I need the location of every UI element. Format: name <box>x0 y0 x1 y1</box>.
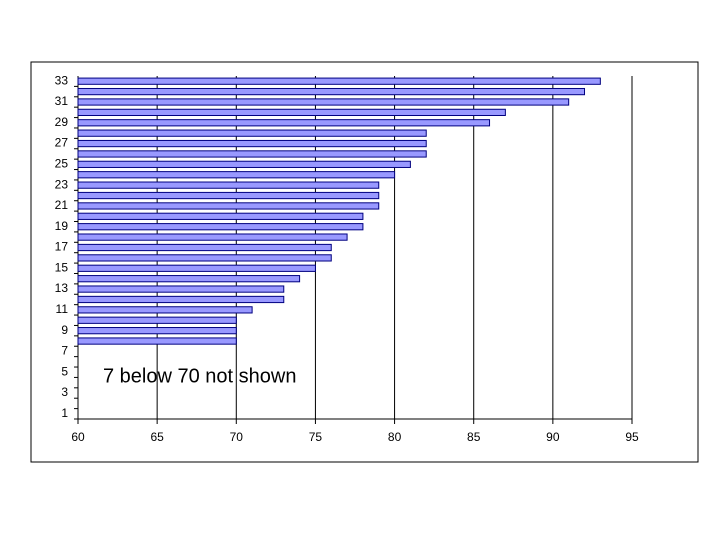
bar <box>77 119 491 127</box>
x-tick-label: 75 <box>309 430 323 444</box>
y-tick-label: 33 <box>55 73 69 87</box>
bar <box>77 223 364 231</box>
y-tick-label: 25 <box>55 157 69 171</box>
bar <box>77 337 237 345</box>
bar <box>77 171 396 179</box>
bar <box>77 212 364 220</box>
bar <box>77 264 316 272</box>
x-tick-label: 60 <box>71 430 85 444</box>
x-tick-label: 65 <box>150 430 164 444</box>
x-tick-label: 70 <box>230 430 244 444</box>
y-tick-label: 1 <box>61 406 68 420</box>
y-tick-label: 9 <box>61 323 68 337</box>
bar <box>77 150 427 158</box>
y-tick-label: 11 <box>56 302 69 316</box>
bar <box>77 98 570 106</box>
bar <box>77 87 586 96</box>
bar <box>77 160 411 168</box>
y-tick-label: 29 <box>55 115 69 129</box>
bar <box>77 233 348 241</box>
bar <box>77 285 285 293</box>
y-tick-label: 21 <box>55 198 69 212</box>
annotation: 7 below 70 not shown <box>103 365 296 387</box>
y-tick-label: 17 <box>55 240 69 254</box>
y-tick-label: 3 <box>61 385 68 399</box>
y-tick-label: 27 <box>55 136 69 150</box>
bar <box>77 316 237 324</box>
bar <box>77 77 601 85</box>
x-tick-label: 95 <box>625 430 639 444</box>
y-tick-label: 5 <box>61 364 68 378</box>
bar <box>77 254 332 262</box>
bar <box>77 306 253 314</box>
bar <box>77 129 427 137</box>
bar <box>77 181 380 189</box>
y-tick-label: 31 <box>55 94 69 108</box>
x-tick-label: 85 <box>467 430 481 444</box>
bar <box>77 108 506 116</box>
bar <box>77 202 380 210</box>
y-tick-label: 19 <box>55 219 69 233</box>
y-tick-label: 23 <box>55 177 69 191</box>
chart-frame <box>30 61 699 463</box>
bar <box>77 327 237 335</box>
y-tick-label: 15 <box>55 260 69 274</box>
y-tick-label: 7 <box>61 344 68 358</box>
x-tick-label: 80 <box>388 430 402 444</box>
bar <box>77 243 332 252</box>
bar <box>77 295 285 304</box>
x-tick-label: 90 <box>546 430 560 444</box>
bar <box>77 275 301 283</box>
bar <box>77 139 427 148</box>
y-tick-label: 13 <box>55 281 69 295</box>
bar <box>77 191 380 200</box>
